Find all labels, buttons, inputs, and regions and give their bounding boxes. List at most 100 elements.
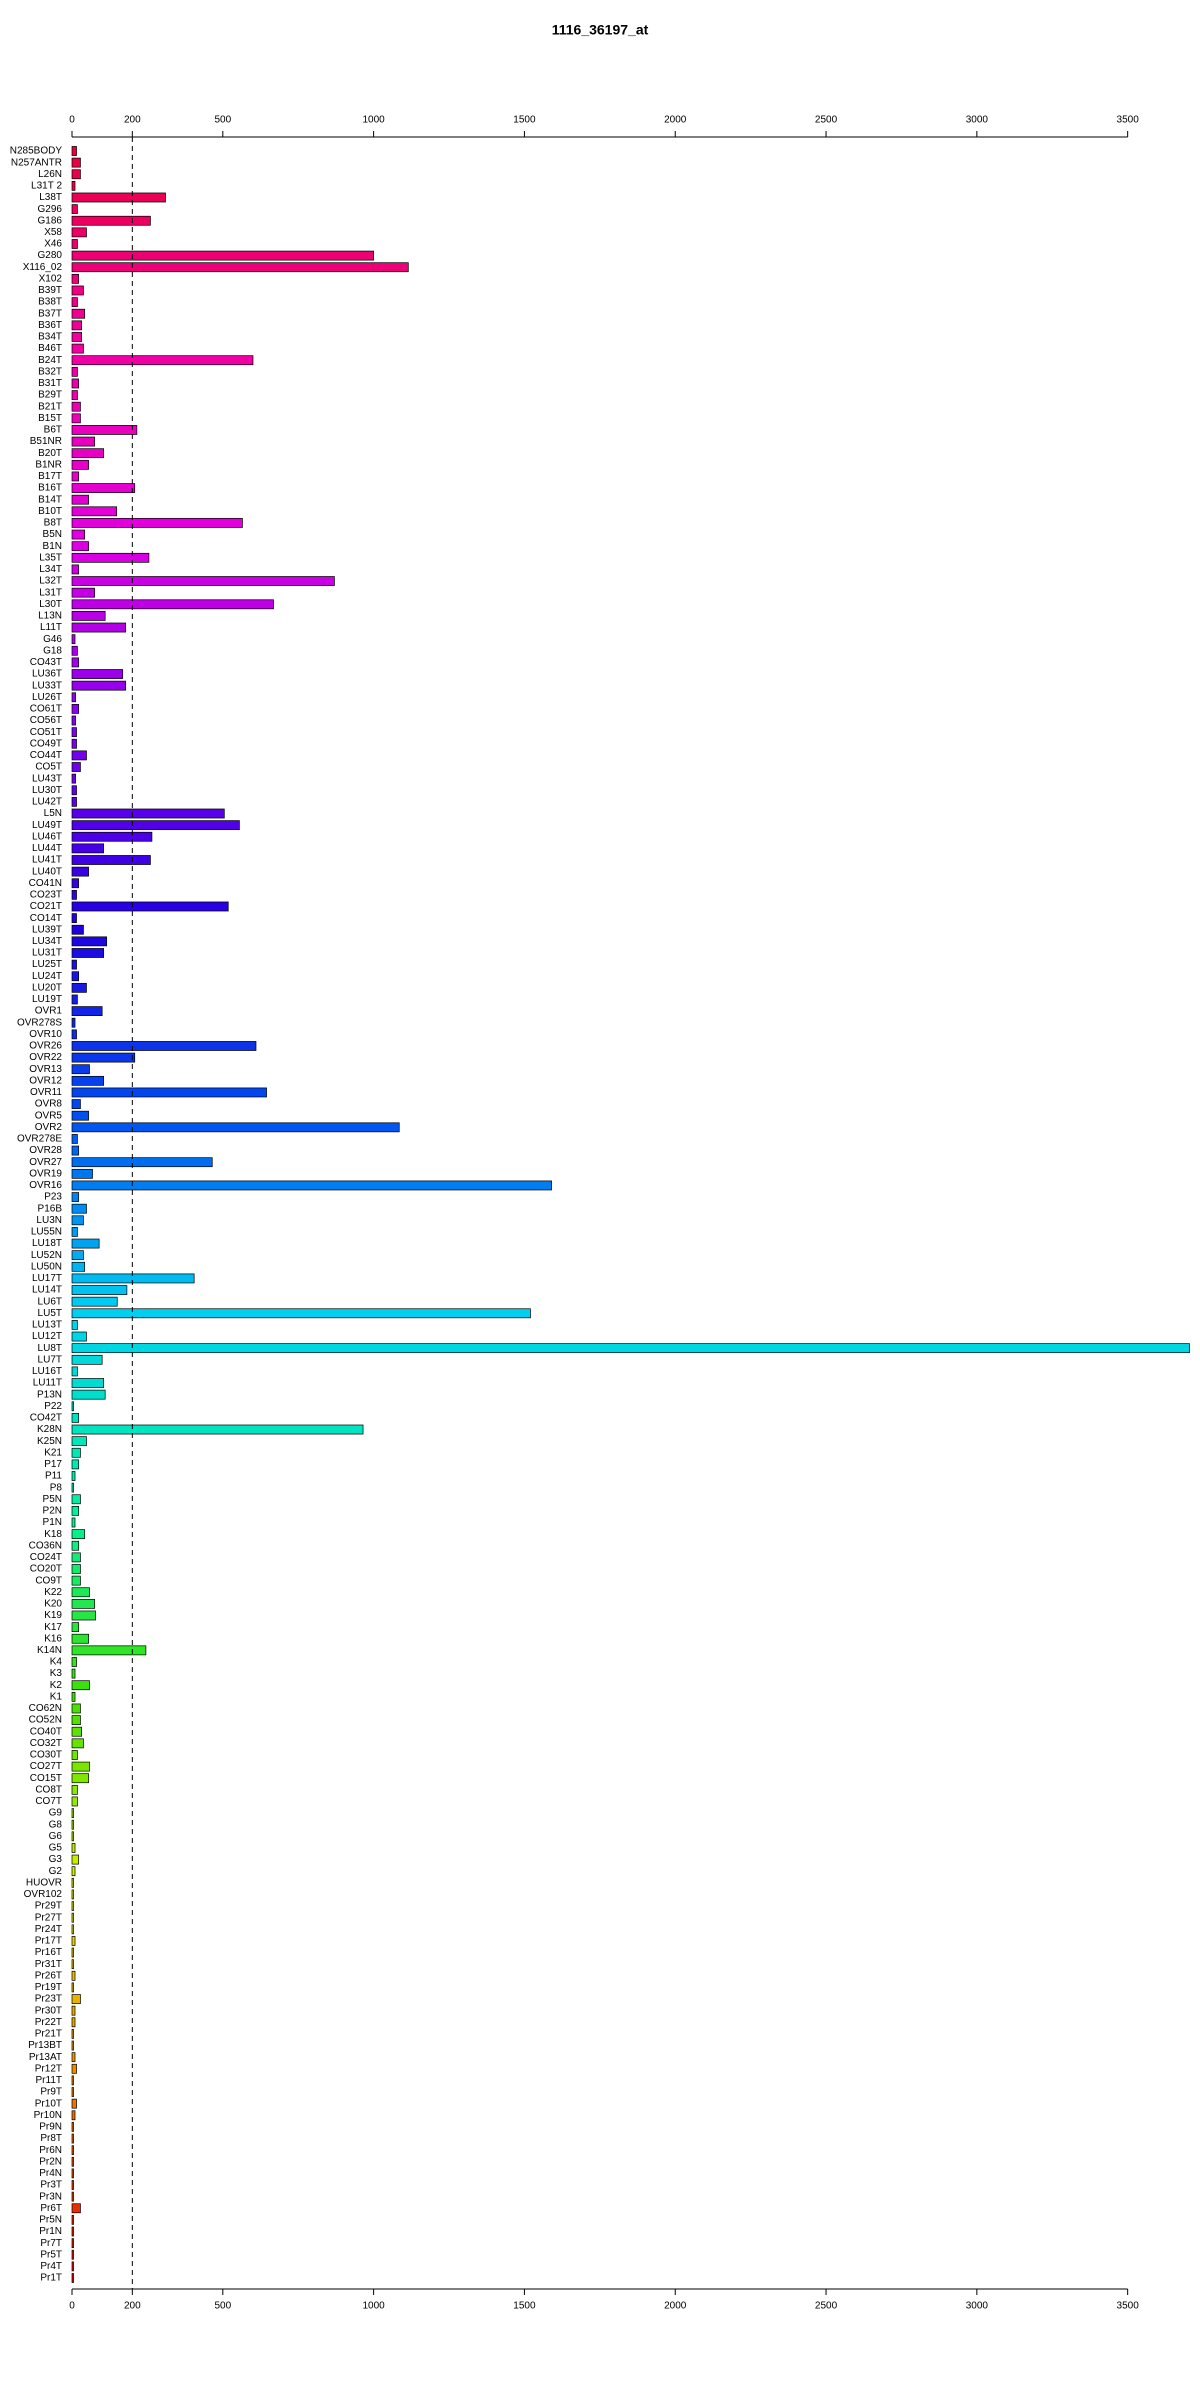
y-tick-label: CO15T xyxy=(30,1773,62,1784)
bar xyxy=(71,1808,74,1818)
bar xyxy=(71,1575,81,1586)
bar xyxy=(71,1378,105,1388)
bar xyxy=(71,1680,90,1691)
bar xyxy=(71,1099,81,1109)
bar xyxy=(71,2052,76,2063)
y-tick-label: OVR102 xyxy=(24,1889,63,1900)
bar xyxy=(71,622,127,633)
y-tick-label: G9 xyxy=(49,1808,63,1819)
bar xyxy=(71,320,83,331)
y-tick-label: K14N xyxy=(37,1645,62,1656)
bar xyxy=(71,1691,76,1702)
y-tick-label: K21 xyxy=(44,1447,62,1458)
bar xyxy=(71,1506,79,1516)
bar xyxy=(71,448,105,459)
y-tick-label: X102 xyxy=(39,273,63,284)
y-tick-label: Pr27T xyxy=(35,1912,62,1923)
y-tick-label: Pr2N xyxy=(39,2156,62,2167)
y-tick-label: OVR19 xyxy=(29,1168,62,1179)
y-tick-label: B34T xyxy=(38,332,62,343)
bar xyxy=(71,2191,74,2202)
bar xyxy=(71,1157,213,1168)
y-tick-label: OVR8 xyxy=(35,1099,63,1110)
y-tick-label: OVR1 xyxy=(35,1006,63,1017)
bar xyxy=(71,1552,81,1563)
bar xyxy=(71,1517,76,1528)
x-tick-label: 3000 xyxy=(966,115,989,126)
y-tick-label: L31T 2 xyxy=(31,181,62,192)
bar xyxy=(71,343,84,354)
y-tick-label: P8 xyxy=(50,1482,63,1493)
bar xyxy=(71,2040,74,2051)
bar xyxy=(71,2156,74,2167)
y-tick-label: G2 xyxy=(49,1866,63,1877)
x-tick-label: 200 xyxy=(124,115,141,126)
y-tick-label: G18 xyxy=(43,645,62,656)
y-tick-label: X46 xyxy=(44,239,62,250)
bar xyxy=(71,494,89,505)
bar xyxy=(71,1041,257,1051)
bar xyxy=(71,1936,76,1946)
bar xyxy=(71,1843,76,1853)
y-tick-label: L35T xyxy=(39,552,62,563)
y-tick-label: X58 xyxy=(44,227,62,238)
bar xyxy=(71,576,335,586)
bar xyxy=(71,2087,74,2097)
bar xyxy=(71,250,374,261)
y-tick-label: OVR278E xyxy=(17,1134,62,1145)
y-tick-label: LU39T xyxy=(32,924,62,935)
bar xyxy=(71,2145,74,2156)
bar xyxy=(71,1436,87,1447)
y-tick-label: Pr6N xyxy=(39,2145,62,2156)
y-tick-label: Pr23T xyxy=(35,1994,62,2005)
y-tick-label: OVR28 xyxy=(29,1145,62,1156)
bar xyxy=(71,1947,74,1958)
bar xyxy=(71,1471,76,1481)
bar xyxy=(71,2215,74,2225)
bar xyxy=(71,1494,81,1505)
bar xyxy=(71,820,240,831)
bar xyxy=(71,1238,100,1249)
y-tick-label: LU26T xyxy=(32,692,62,703)
y-tick-label: K28N xyxy=(37,1424,62,1435)
bar xyxy=(71,1587,90,1598)
bar xyxy=(71,239,78,249)
x-tick-label: 500 xyxy=(214,2301,231,2312)
bar xyxy=(71,2063,77,2074)
y-tick-label: K16 xyxy=(44,1633,62,1644)
bar xyxy=(71,1610,96,1621)
bar xyxy=(71,889,77,900)
y-tick-label: K4 xyxy=(50,1657,63,1668)
bar xyxy=(71,413,81,424)
y-tick-label: Pr3N xyxy=(39,2191,62,2202)
y-tick-label: P1N xyxy=(43,1517,62,1528)
y-tick-label: L32T xyxy=(39,576,62,587)
x-tick-label: 0 xyxy=(69,115,75,126)
bar xyxy=(71,2005,76,2016)
y-tick-label: B14T xyxy=(38,494,62,505)
y-tick-label: LU13T xyxy=(32,1320,62,1331)
y-tick-label: K17 xyxy=(44,1622,62,1633)
bar xyxy=(71,831,153,842)
y-tick-label: Pr24T xyxy=(35,1924,62,1935)
y-tick-label: OVR2 xyxy=(35,1122,63,1133)
y-tick-label: B31T xyxy=(38,378,62,389)
bar xyxy=(71,1750,78,1760)
y-tick-label: OVR11 xyxy=(30,1087,62,1098)
y-tick-label: G186 xyxy=(38,215,63,226)
bar xyxy=(71,704,79,714)
bar xyxy=(71,192,166,203)
y-tick-label: L5N xyxy=(44,808,62,819)
y-tick-label: LU36T xyxy=(32,669,62,680)
y-tick-label: N285BODY xyxy=(10,146,63,157)
y-tick-label: B1NR xyxy=(35,459,62,470)
bar xyxy=(71,1064,90,1075)
bar xyxy=(71,855,151,865)
x-tick-label: 200 xyxy=(124,2301,141,2312)
bar xyxy=(71,1901,74,1911)
bar xyxy=(71,1889,74,1900)
y-tick-label: G296 xyxy=(38,204,63,215)
y-tick-label: Pr26T xyxy=(35,1970,62,1981)
y-tick-label: B15T xyxy=(38,413,62,424)
y-tick-label: LU7T xyxy=(38,1354,62,1365)
